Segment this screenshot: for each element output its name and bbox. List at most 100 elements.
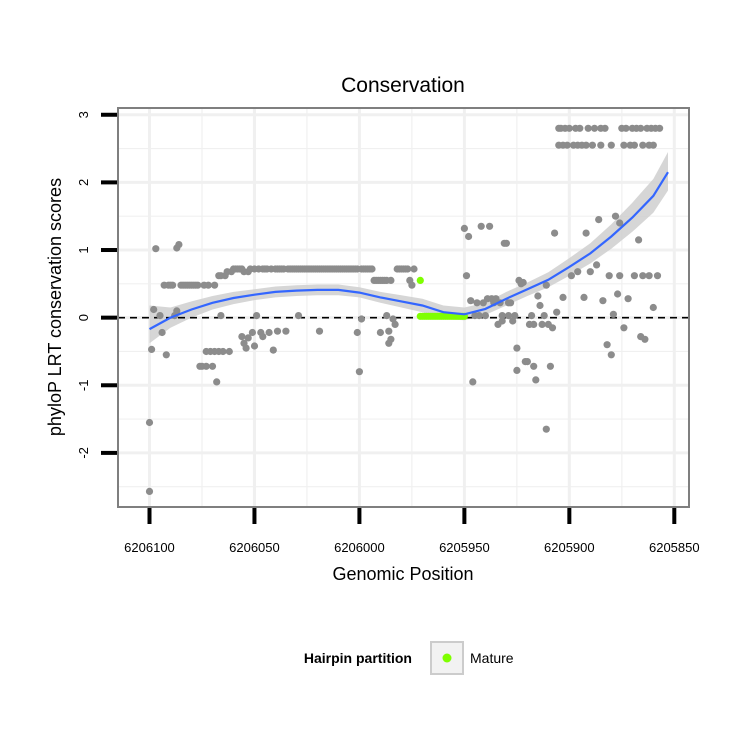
- data-point: [498, 312, 506, 320]
- data-point: [244, 334, 252, 342]
- data-point: [601, 124, 609, 132]
- data-point: [355, 368, 363, 376]
- x-tick-label: 6206100: [124, 540, 175, 555]
- data-point: [576, 124, 584, 132]
- data-point: [637, 124, 645, 132]
- data-point: [635, 236, 643, 244]
- data-point: [294, 312, 303, 320]
- grid-lines: [118, 108, 689, 507]
- data-point: [269, 346, 277, 354]
- data-point: [465, 232, 473, 241]
- data-point: [502, 239, 510, 247]
- data-point: [567, 272, 576, 280]
- data-point: [605, 272, 613, 280]
- data-point: [624, 295, 632, 303]
- y-tick-label: -2: [76, 447, 91, 459]
- data-point: [536, 301, 544, 310]
- y-tick-label: -1: [76, 380, 91, 392]
- data-point: [630, 141, 639, 149]
- data-point: [175, 241, 183, 249]
- plot-panel-border: [117, 107, 690, 508]
- data-point: [173, 307, 181, 315]
- data-point: [391, 320, 399, 328]
- data-point: [158, 328, 166, 337]
- data-point: [353, 328, 361, 337]
- data-point: [273, 327, 282, 335]
- data-point: [383, 312, 391, 320]
- data-point: [542, 425, 550, 433]
- data-point: [213, 378, 221, 386]
- data-point: [534, 292, 542, 300]
- data-point: [542, 281, 550, 289]
- data-point: [639, 272, 647, 280]
- data-point: [194, 281, 202, 289]
- data-point: [586, 268, 594, 276]
- data-point: [645, 272, 653, 280]
- data-point: [225, 347, 233, 356]
- chart-title: Conservation: [341, 74, 465, 97]
- legend: Hairpin partition Mature: [304, 641, 514, 675]
- data-point: [630, 272, 639, 280]
- data-point: [611, 212, 620, 220]
- data-point: [588, 141, 597, 149]
- y-tick-label: 2: [76, 179, 91, 186]
- data-point: [559, 293, 567, 301]
- data-point: [376, 328, 384, 337]
- data-point: [620, 141, 628, 149]
- data-point: [208, 362, 217, 370]
- data-point: [387, 335, 395, 343]
- data-point: [580, 293, 588, 301]
- data-point: [620, 324, 628, 332]
- data-point: [408, 281, 416, 289]
- data-point: [551, 229, 559, 237]
- data-point: [217, 312, 225, 320]
- data-point: [603, 341, 611, 349]
- data-point: [590, 124, 599, 132]
- data-point: [584, 124, 592, 132]
- data-point: [639, 141, 647, 149]
- data-point: [202, 362, 210, 370]
- y-axis-label: phyloP LRT conservation scores: [45, 178, 65, 436]
- data-point: [538, 320, 546, 328]
- data-point: [467, 297, 475, 305]
- data-point: [528, 312, 536, 320]
- data-point: [599, 297, 607, 305]
- smooth-fit-line: [148, 171, 669, 331]
- data-point: [563, 141, 571, 149]
- data-point: [614, 290, 622, 298]
- data-point: [315, 327, 324, 335]
- x-tick-label: 6205950: [439, 540, 490, 555]
- data-point: [475, 312, 483, 320]
- data-point: [145, 487, 154, 495]
- data-point: [504, 312, 513, 320]
- data-point: [169, 281, 177, 289]
- data-point: [513, 344, 521, 352]
- data-point: [357, 315, 366, 323]
- data-point: [607, 141, 615, 149]
- data-point: [148, 345, 156, 353]
- data-point: [162, 351, 170, 359]
- data-point: [597, 141, 605, 149]
- data-point: [265, 328, 273, 337]
- data-point: [523, 358, 532, 366]
- data-point: [519, 278, 527, 287]
- data-point: [498, 317, 506, 325]
- data-point: [387, 276, 395, 284]
- data-point: [385, 327, 393, 335]
- y-axis: -2 -1 0 1 2 3: [76, 111, 117, 459]
- data-point: [622, 124, 630, 132]
- data-point: [607, 351, 615, 359]
- data-point: [609, 310, 618, 318]
- data-point: [582, 141, 590, 149]
- data-point: [219, 347, 227, 356]
- legend-label-mature: Mature: [470, 650, 514, 666]
- data-point: [211, 281, 219, 289]
- data-point: [530, 320, 538, 328]
- data-point: [509, 317, 517, 325]
- data-point: [532, 376, 540, 384]
- data-point: [553, 308, 561, 316]
- data-point: [462, 272, 471, 280]
- y-tick-label: 3: [76, 111, 91, 118]
- data-point: [152, 245, 160, 253]
- data-point: [641, 335, 649, 343]
